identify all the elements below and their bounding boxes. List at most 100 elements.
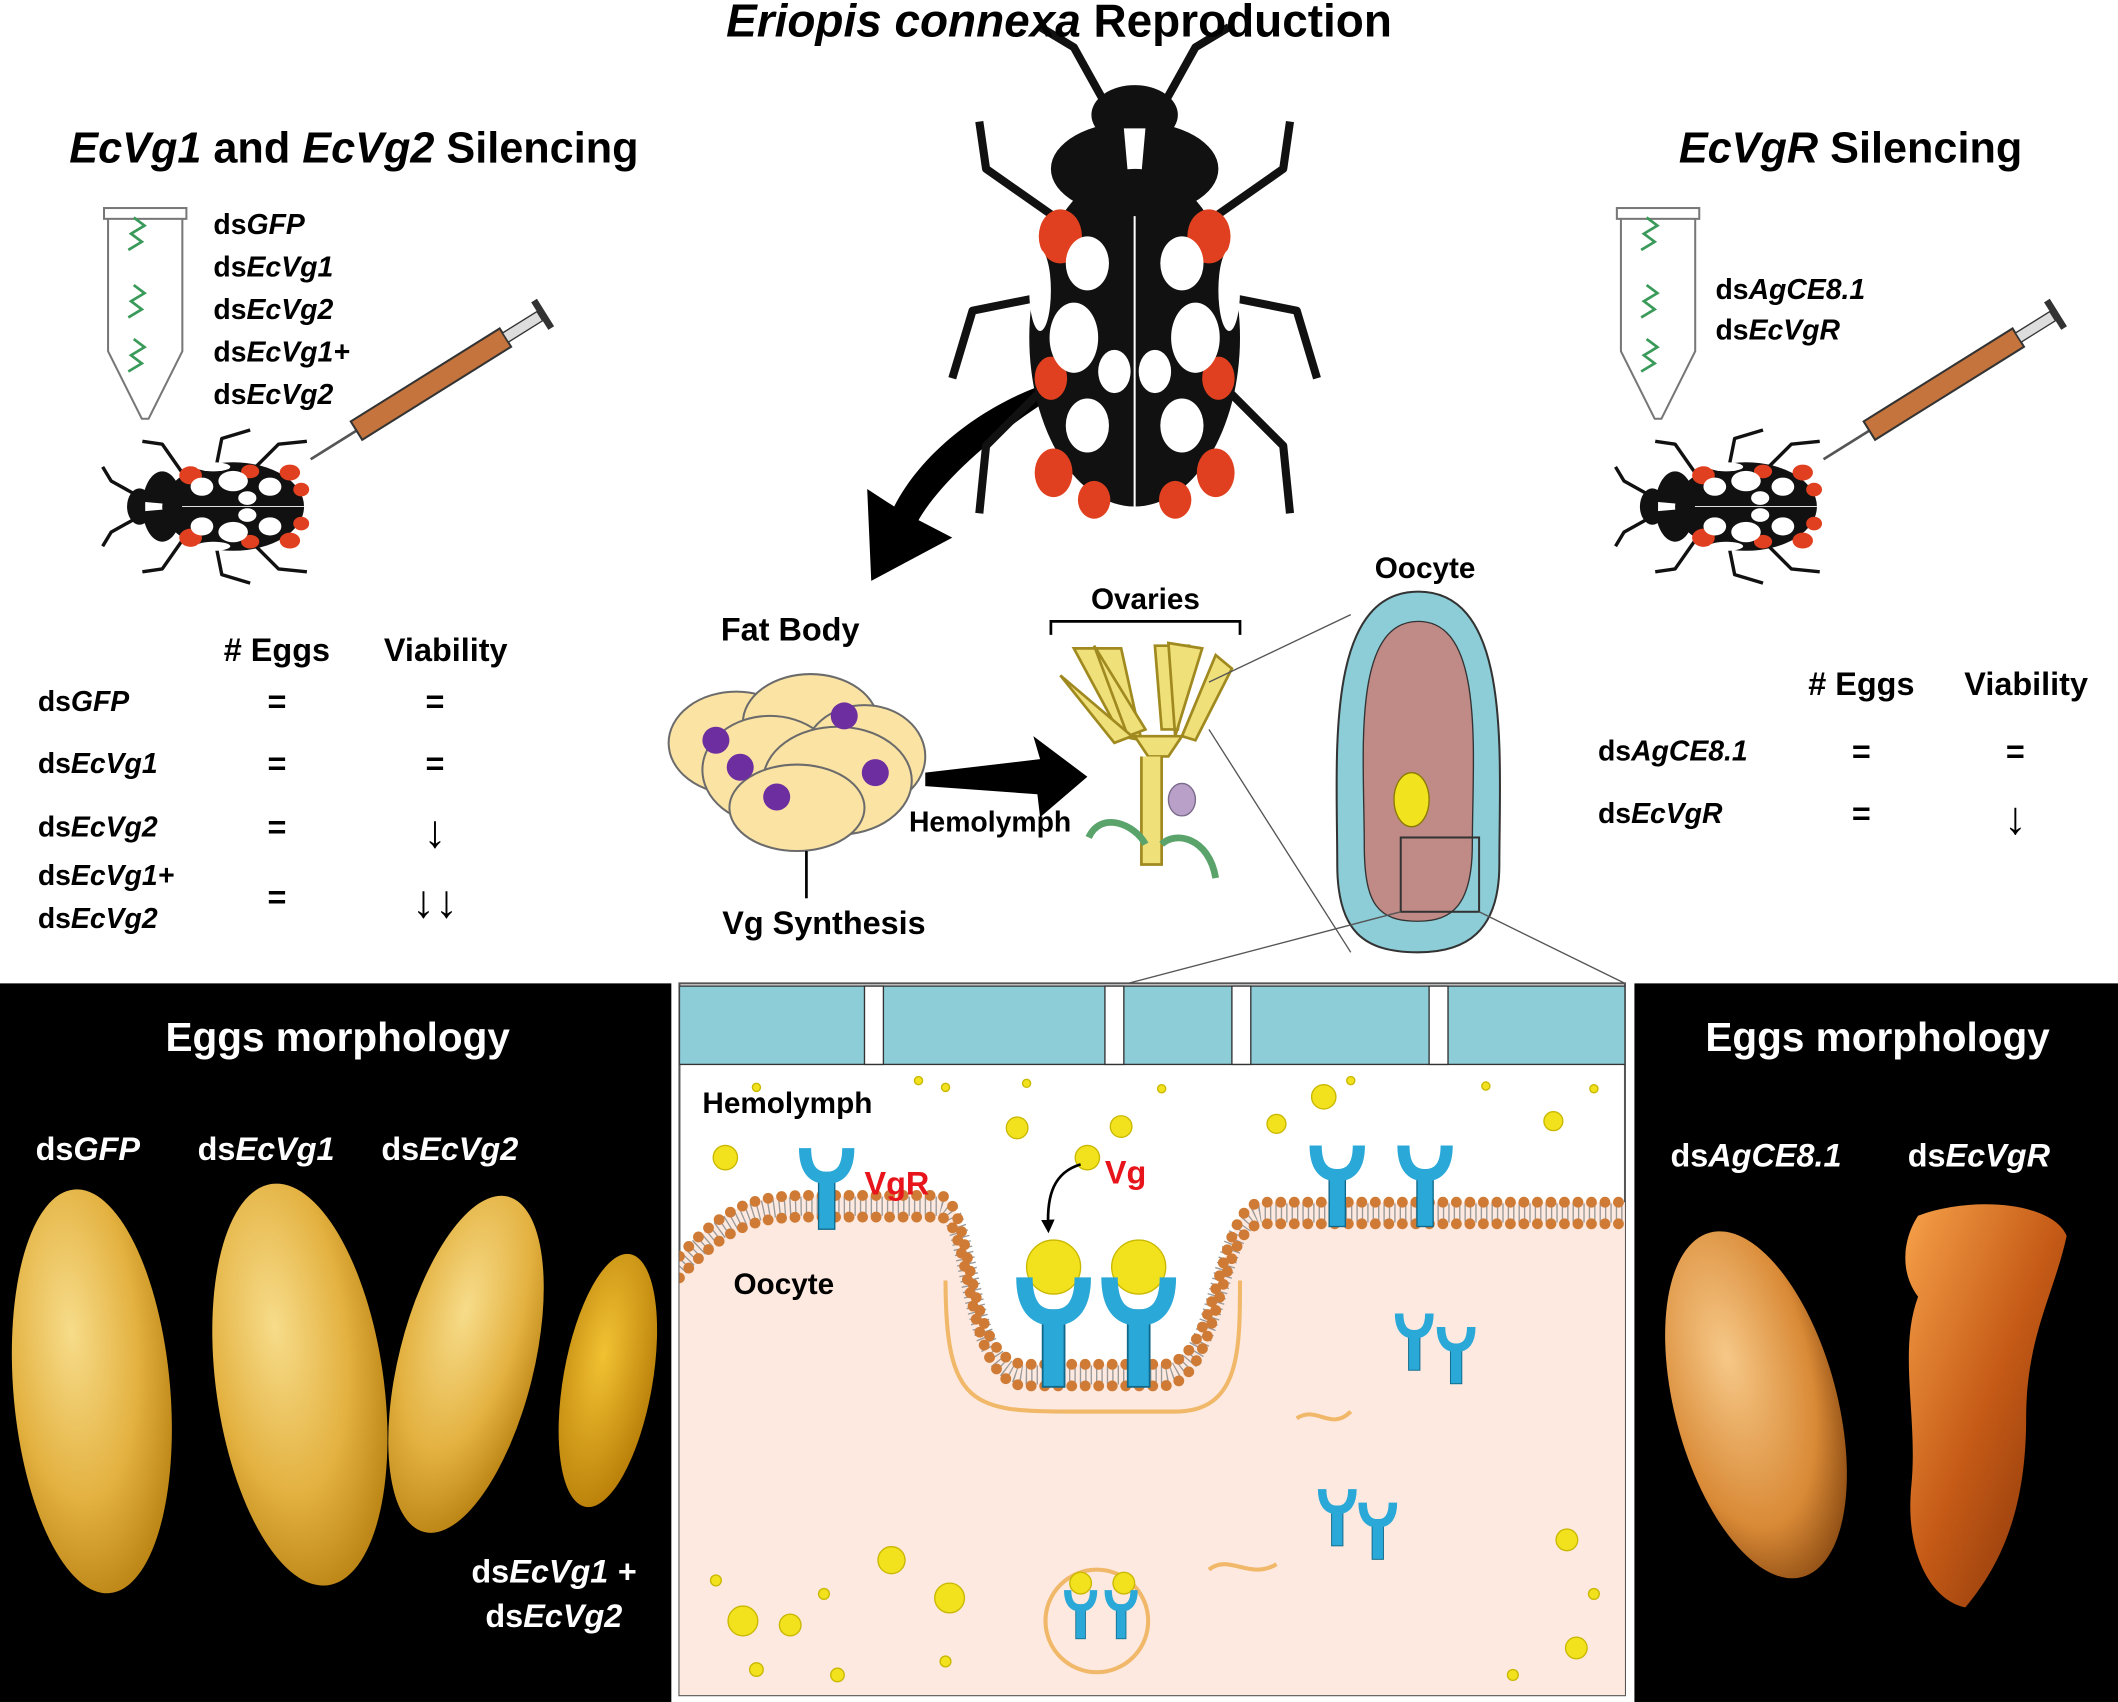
- egg-label-part: ds: [36, 1130, 74, 1166]
- main-title-part: Eriopis connexa: [726, 0, 1081, 46]
- beetle-white-spot: [238, 508, 257, 522]
- membrane-detail: [939, 1655, 952, 1668]
- membrane-detail: [709, 1574, 722, 1587]
- row-label-part: ds: [1598, 798, 1631, 830]
- panel-heading-part: EcVg1: [69, 125, 201, 173]
- eggs-result: =: [267, 683, 286, 719]
- beetle-white-spot: [1703, 517, 1727, 536]
- syringe: [1862, 327, 2026, 442]
- oocyte-drawing: [1362, 620, 1475, 922]
- treatment-part: ds: [213, 209, 246, 241]
- membrane-detail: [934, 1582, 966, 1614]
- row-label: dsEcVg1: [38, 748, 158, 780]
- beetle-white-spot: [196, 462, 231, 472]
- beetle-white-spot: [190, 477, 214, 496]
- beetle-white-spot: [1029, 249, 1051, 331]
- membrane-detail: [679, 1195, 1625, 1696]
- dsrna: [1640, 337, 1660, 373]
- membrane-detail: [1231, 985, 1252, 1066]
- beetle-red-spot: [1034, 448, 1073, 498]
- syringe: [501, 310, 544, 344]
- beetle-red-spot: [1034, 356, 1068, 400]
- ovaries-drawing: [1059, 674, 1135, 745]
- beetle-white-spot: [1160, 236, 1204, 291]
- egg-label: dsEcVg1 +: [471, 1553, 636, 1589]
- beetle-white-spot: [196, 541, 231, 551]
- panel-title: Eggs morphology: [165, 1014, 510, 1060]
- treatment: dsEcVg2: [213, 380, 333, 412]
- panel-heading-part: Silencing: [434, 125, 638, 173]
- egg-label-part: GFP: [73, 1130, 140, 1166]
- beetle: [1614, 428, 1823, 585]
- beetle-white-spot: [218, 470, 248, 492]
- tube: [102, 207, 188, 220]
- label: Vg Synthesis: [722, 905, 926, 941]
- ovaries-drawing: [1132, 734, 1185, 758]
- row-label: dsEcVg2: [38, 904, 158, 936]
- fat-body-cells: [861, 759, 889, 787]
- receptor: [1063, 1589, 1098, 1640]
- receptor-cup: [798, 1147, 855, 1184]
- beetle-red-spot: [1792, 532, 1813, 549]
- viability-result: ↓: [423, 805, 446, 857]
- receptor-cup: [1016, 1277, 1091, 1326]
- beetle-legs: [948, 23, 1321, 514]
- viability-result: ↓: [2004, 791, 2027, 843]
- beetle: [101, 428, 310, 585]
- tube: [1619, 215, 1697, 420]
- main-title-part: Reproduction: [1081, 0, 1392, 46]
- oocyte-drawing: [1208, 614, 1352, 683]
- beetle-white-spot: [1709, 462, 1744, 472]
- membrane-detail: [1481, 1081, 1491, 1091]
- beetle-white-spot: [258, 517, 282, 536]
- eggs-result: =: [1852, 733, 1871, 769]
- receptor: [1436, 1326, 1476, 1385]
- egg-label-part: ds: [1670, 1137, 1708, 1173]
- syringe: [531, 298, 555, 330]
- egg-label: dsGFP: [36, 1130, 141, 1166]
- beetle-white-spot: [218, 521, 248, 543]
- receptor: [798, 1147, 855, 1230]
- beetle-white-spot: [1160, 398, 1204, 453]
- beetle-white-spot: [1731, 470, 1761, 492]
- row-label-part: AgCE8.1: [1630, 736, 1748, 768]
- egg-label: dsAgCE8.1: [1670, 1137, 1841, 1173]
- treatment-part: ds: [1715, 274, 1748, 306]
- row-label: dsEcVgR: [1598, 798, 1723, 830]
- row-label: dsAgCE8.1: [1598, 736, 1748, 768]
- tube: [1615, 207, 1701, 220]
- membrane-detail: [1555, 1528, 1579, 1552]
- beetle-white-spot: [1098, 349, 1131, 394]
- ovaries-drawing: [1180, 652, 1234, 742]
- label: Vg: [1105, 1155, 1146, 1191]
- membrane-detail: [679, 1190, 1625, 1370]
- treatment-part: ds: [213, 295, 246, 327]
- syringe: [1822, 429, 1871, 461]
- membrane-detail: [1041, 1163, 1082, 1234]
- receptor: [1104, 1589, 1138, 1640]
- receptor: [1101, 1277, 1177, 1388]
- fat-body-cells: [763, 783, 791, 811]
- treatment: dsEcVg1+: [213, 337, 349, 369]
- receptor-cup: [1358, 1502, 1398, 1528]
- membrane-detail: [943, 1280, 1243, 1414]
- membrane-detail: [778, 1613, 802, 1637]
- receptor-cup: [1309, 1145, 1365, 1182]
- membrane-detail: [1543, 1111, 1564, 1132]
- treatment: dsEcVgR: [1715, 315, 1840, 347]
- viability-result: =: [2006, 733, 2025, 769]
- syringe: [349, 327, 513, 442]
- treatment-part: EcVg2: [247, 295, 334, 327]
- egg-label-part: ds: [1908, 1137, 1946, 1173]
- syringe: [2014, 310, 2057, 344]
- syringe: [309, 298, 555, 461]
- beetle-red-spot: [241, 534, 260, 549]
- panel-heading-part: EcVgR: [1679, 125, 1818, 173]
- row-label-part: GFP: [71, 686, 129, 718]
- label: Hemolymph: [702, 1087, 872, 1120]
- beetle-white-spot: [1771, 517, 1795, 536]
- receptor-cup: [1397, 1145, 1453, 1182]
- membrane-detail: [1074, 1144, 1101, 1171]
- egg-label-part: AgCE8.1: [1707, 1137, 1841, 1173]
